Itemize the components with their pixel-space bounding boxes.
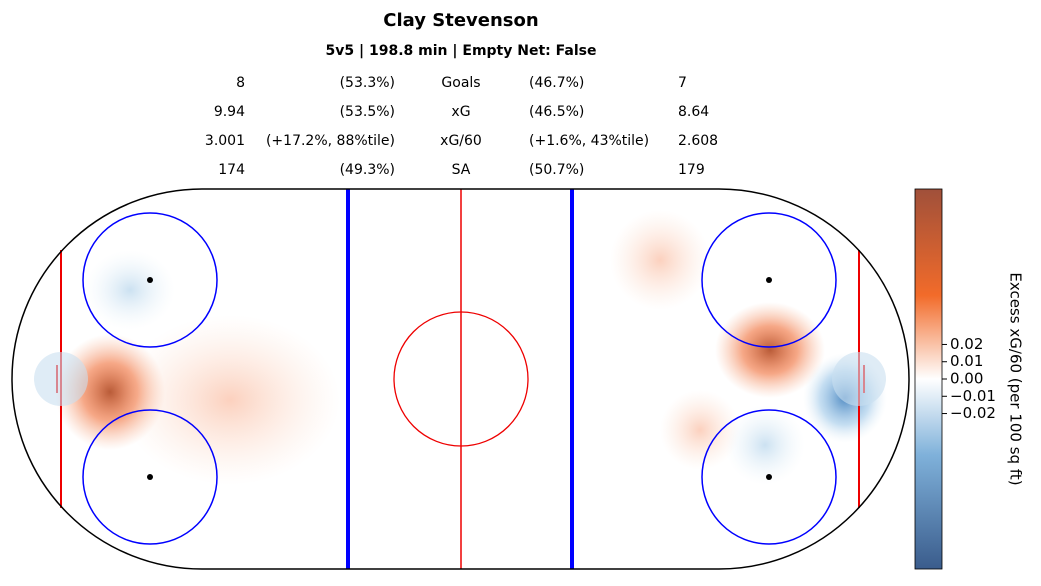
- stat-label: SA: [452, 162, 471, 178]
- rink-lines: [11, 188, 910, 570]
- stat-left: 8: [236, 75, 245, 91]
- stat-label: xG/60: [440, 133, 482, 149]
- stat-right-pct: (50.7%): [529, 162, 584, 178]
- stat-label: Goals: [441, 75, 480, 91]
- stat-left: 174: [218, 162, 245, 178]
- colorbar-tick-label: 0.00: [950, 370, 983, 388]
- stat-right: 2.608: [678, 133, 718, 149]
- chart-title: Clay Stevenson: [383, 10, 538, 31]
- stat-left-pct: (+17.2%, 88%tile): [266, 133, 395, 149]
- stat-left: 9.94: [214, 104, 245, 120]
- colorbar-tick-label: −0.02: [950, 404, 996, 422]
- stat-left: 3.001: [205, 133, 245, 149]
- stat-right: 7: [678, 75, 687, 91]
- colorbar-tick-label: −0.01: [950, 387, 996, 405]
- colorbar-tick-label: 0.01: [950, 352, 983, 370]
- stat-right-pct: (46.5%): [529, 104, 584, 120]
- stat-right-pct: (+1.6%, 43%tile): [529, 133, 649, 149]
- stat-right: 179: [678, 162, 705, 178]
- stat-left-pct: (53.5%): [340, 104, 395, 120]
- heatmap: [55, 210, 887, 485]
- stat-left-pct: (49.3%): [340, 162, 395, 178]
- stat-left-pct: (53.3%): [340, 75, 395, 91]
- colorbar: [914, 188, 943, 570]
- stat-right-pct: (46.7%): [529, 75, 584, 91]
- colorbar-label: Excess xG/60 (per 100 sq ft): [1007, 272, 1025, 485]
- stat-right: 8.64: [678, 104, 709, 120]
- stat-label: xG: [451, 104, 470, 120]
- subtitle: 5v5 | 198.8 min | Empty Net: False: [326, 43, 597, 59]
- colorbar-tick-label: 0.02: [950, 335, 983, 353]
